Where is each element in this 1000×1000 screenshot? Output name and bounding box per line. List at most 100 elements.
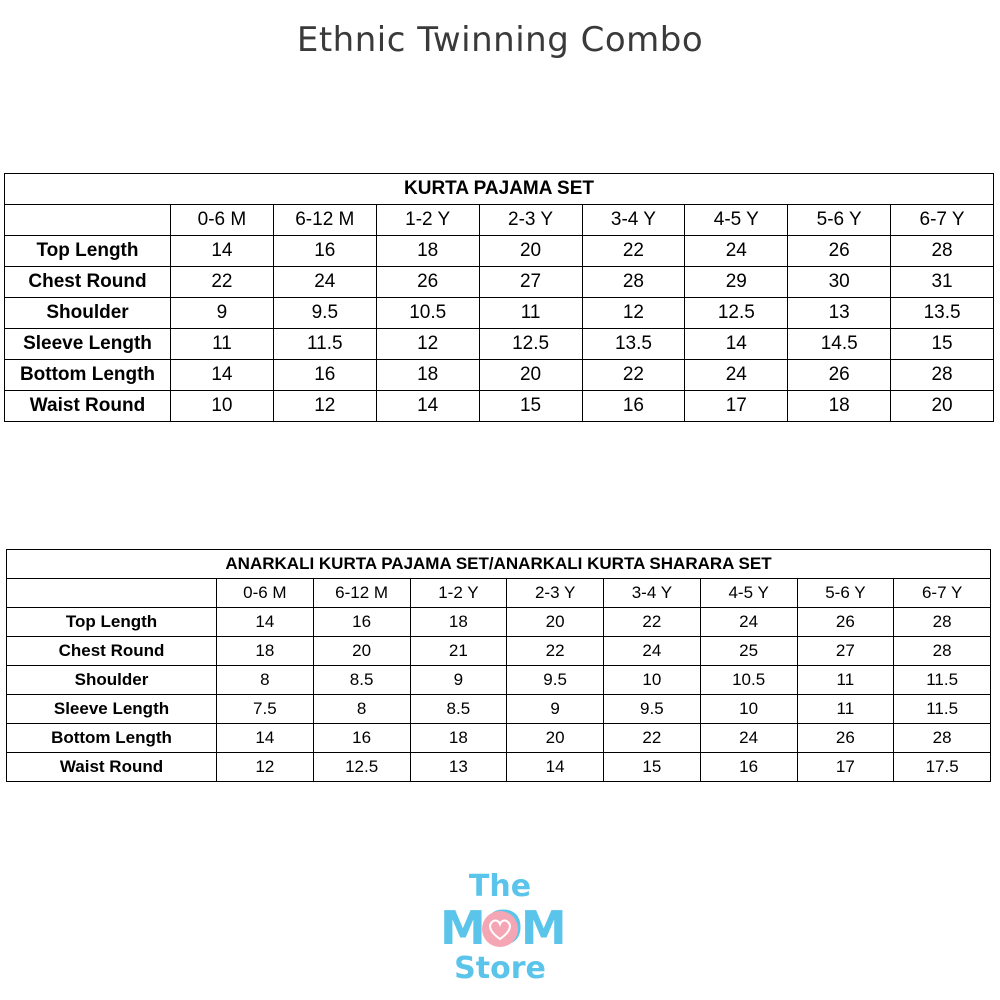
measurement-cell: 11 (170, 328, 274, 360)
measurement-cell: 12.5 (478, 328, 583, 360)
measurement-cell: 11 (796, 665, 895, 695)
table-caption: ANARKALI KURTA PAJAMA SET/ANARKALI KURTA… (6, 549, 991, 579)
measurement-cell: 14.5 (787, 328, 892, 360)
measurement-cell: 24 (603, 636, 701, 666)
size-header-cell: 6-7 Y (890, 204, 994, 236)
logo-line-the: The (468, 869, 532, 904)
measurement-cell: 20 (506, 723, 604, 753)
table-row: Shoulder 9 9.5 10.5 11 12 12.5 13 13.5 (4, 297, 994, 329)
page-title: Ethnic Twinning Combo (296, 20, 704, 60)
measurement-cell: 10 (170, 390, 274, 422)
measurement-cell: 15 (478, 390, 583, 422)
size-header-cell: 6-12 M (312, 578, 411, 608)
measurement-cell: 28 (893, 636, 991, 666)
row-label: Top Length (6, 607, 217, 637)
size-header-cell: 2-3 Y (506, 578, 604, 608)
size-header-cell: 6-7 Y (893, 578, 991, 608)
heart-icon (482, 911, 518, 947)
measurement-cell: 26 (787, 359, 892, 391)
measurement-cell: 8.5 (312, 665, 411, 695)
measurement-cell: 12 (375, 328, 480, 360)
size-header-cell: 4-5 Y (684, 204, 789, 236)
measurement-cell: 16 (272, 235, 377, 267)
measurement-cell: 18 (375, 359, 480, 391)
size-header-row: 0-6 M 6-12 M 1-2 Y 2-3 Y 3-4 Y 4-5 Y 5-6 Y 6-7 … (6, 578, 991, 608)
row-label: Chest Round (4, 266, 171, 298)
measurement-cell: 17.5 (893, 752, 991, 782)
measurement-cell: 14 (170, 359, 274, 391)
measurement-cell: 18 (375, 235, 480, 267)
measurement-cell: 16 (312, 607, 411, 637)
measurement-cell: 14 (216, 607, 314, 637)
row-label: Bottom Length (4, 359, 171, 391)
measurement-cell: 11.5 (893, 694, 991, 724)
measurement-cell: 12.5 (312, 752, 411, 782)
measurement-cell: 13.5 (581, 328, 686, 360)
measurement-cell: 28 (890, 359, 994, 391)
measurement-cell: 27 (796, 636, 895, 666)
measurement-cell: 24 (684, 359, 789, 391)
measurement-cell: 7.5 (216, 694, 314, 724)
measurement-cell: 15 (603, 752, 701, 782)
measurement-cell: 10 (603, 665, 701, 695)
measurement-cell: 24 (684, 235, 789, 267)
table-row: Chest Round 22 24 26 27 28 29 30 31 (4, 266, 994, 298)
measurement-cell: 9.5 (506, 665, 604, 695)
measurement-cell: 16 (581, 390, 686, 422)
row-label: Chest Round (6, 636, 217, 666)
table-row: Bottom Length 14 16 18 20 22 24 26 28 (4, 359, 994, 391)
measurement-cell: 12 (272, 390, 377, 422)
measurement-cell: 24 (272, 266, 377, 298)
measurement-cell: 30 (787, 266, 892, 298)
size-header-cell: 3-4 Y (603, 578, 701, 608)
table-row: Bottom Length 14 16 18 20 22 24 26 28 (6, 723, 991, 753)
measurement-cell: 28 (581, 266, 686, 298)
measurement-cell: 18 (787, 390, 892, 422)
measurement-cell: 28 (893, 723, 991, 753)
table-caption-row: KURTA PAJAMA SET (4, 173, 994, 205)
row-label: Bottom Length (6, 723, 217, 753)
measurement-cell: 22 (603, 607, 701, 637)
measurement-cell: 28 (890, 235, 994, 267)
measurement-cell: 18 (409, 607, 508, 637)
measurement-cell: 22 (603, 723, 701, 753)
logo-line-store: Store (454, 951, 546, 986)
table-row: Waist Round 10 12 14 15 16 17 18 20 (4, 390, 994, 422)
measurement-cell: 20 (506, 607, 604, 637)
measurement-cell: 29 (684, 266, 789, 298)
measurement-cell: 9 (506, 694, 604, 724)
measurement-cell: 25 (699, 636, 798, 666)
measurement-cell: 11.5 (272, 328, 377, 360)
measurement-cell: 26 (787, 235, 892, 267)
measurement-cell: 12 (216, 752, 314, 782)
measurement-cell: 16 (312, 723, 411, 753)
measurement-cell: 10.5 (699, 665, 798, 695)
measurement-cell: 20 (478, 235, 583, 267)
measurement-cell: 8 (216, 665, 314, 695)
table-row: Sleeve Length 11 11.5 12 12.5 13.5 14 14.5 15 (4, 328, 994, 360)
size-header-cell: 1-2 Y (375, 204, 480, 236)
measurement-cell: 10.5 (375, 297, 480, 329)
measurement-cell: 24 (699, 723, 798, 753)
table-row: Top Length 14 16 18 20 22 24 26 28 (6, 607, 991, 637)
measurement-cell: 9.5 (272, 297, 377, 329)
measurement-cell: 26 (796, 607, 895, 637)
measurement-cell: 12 (581, 297, 686, 329)
measurement-cell: 11.5 (893, 665, 991, 695)
size-header-cell: 3-4 Y (581, 204, 686, 236)
measurement-cell: 22 (506, 636, 604, 666)
measurement-cell: 8.5 (409, 694, 508, 724)
row-label: Top Length (4, 235, 171, 267)
measurement-cell: 22 (170, 266, 274, 298)
measurement-cell: 28 (893, 607, 991, 637)
measurement-cell: 10 (699, 694, 798, 724)
logo-line-mom: MOM (440, 904, 567, 952)
row-label: Sleeve Length (6, 694, 217, 724)
measurement-cell: 27 (478, 266, 583, 298)
measurement-cell: 17 (684, 390, 789, 422)
size-chart-table-2: ANARKALI KURTA PAJAMA SET/ANARKALI KURTA… (6, 549, 991, 782)
measurement-cell: 16 (272, 359, 377, 391)
row-label: Shoulder (6, 665, 217, 695)
measurement-cell: 21 (409, 636, 508, 666)
size-header-cell: 2-3 Y (478, 204, 583, 236)
